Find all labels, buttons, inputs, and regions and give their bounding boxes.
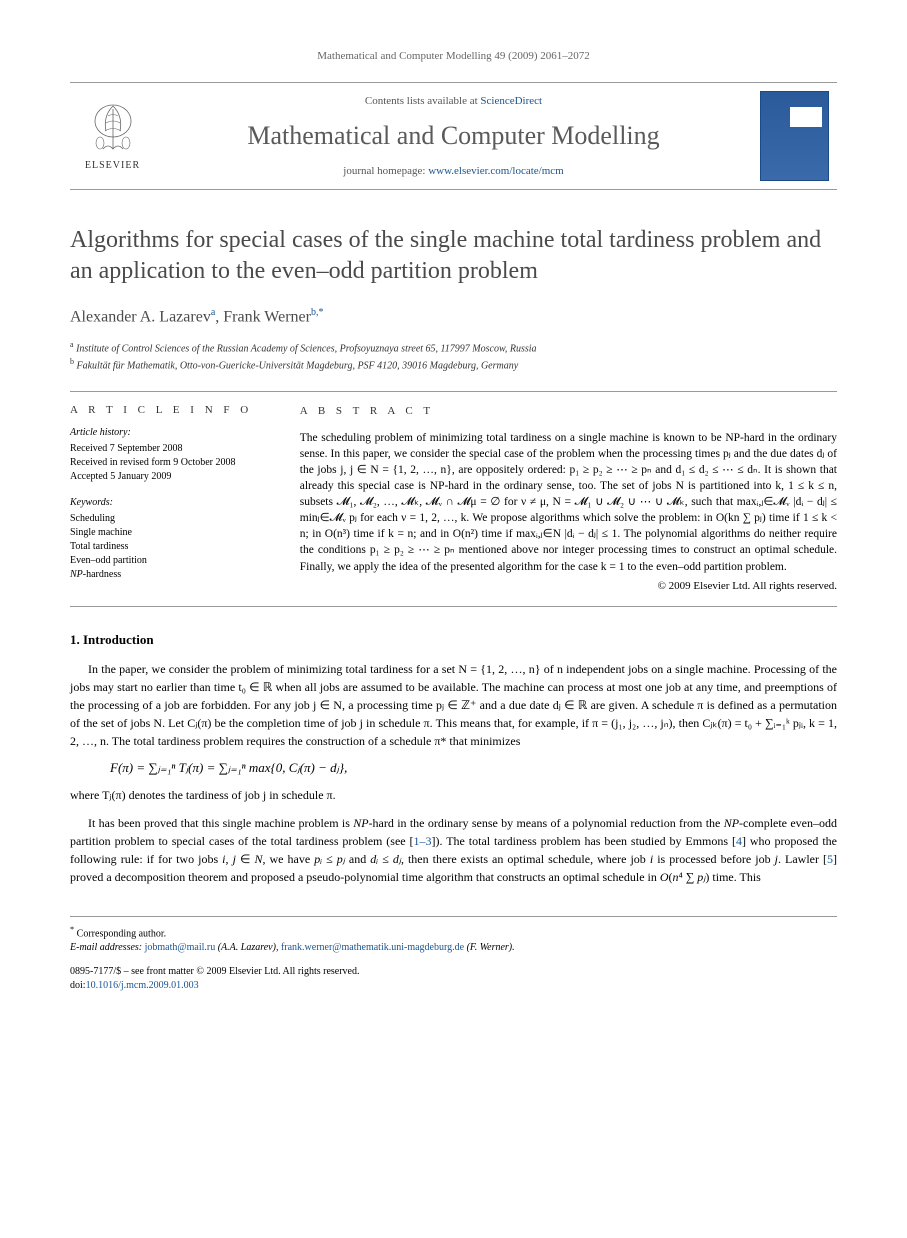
citation-link[interactable]: 4 — [736, 834, 742, 848]
footnote-separator: * Corresponding author. E-mail addresses… — [70, 916, 837, 952]
affiliation-list: a Institute of Control Sciences of the R… — [70, 339, 837, 374]
intro-para-2: where Tⱼ(π) denotes the tardiness of job… — [70, 786, 837, 804]
keyword-item: NP-hardness — [70, 568, 270, 582]
history-item: Accepted 5 January 2009 — [70, 470, 270, 484]
issn-copyright-line: 0895-7177/$ – see front matter © 2009 El… — [70, 965, 837, 979]
article-info-heading: A R T I C L E I N F O — [70, 404, 270, 416]
masthead-center: Contents lists available at ScienceDirec… — [155, 83, 752, 189]
history-subheading: Article history: — [70, 426, 270, 440]
sciencedirect-link[interactable]: ScienceDirect — [480, 95, 542, 107]
keyword-item: Single machine — [70, 526, 270, 540]
publisher-logo-block: ELSEVIER — [70, 83, 155, 189]
journal-masthead: ELSEVIER Contents lists available at Sci… — [70, 82, 837, 190]
contents-prefix: Contents lists available at — [365, 95, 480, 107]
cover-thumb-block — [752, 83, 837, 189]
page-footer: 0895-7177/$ – see front matter © 2009 El… — [70, 965, 837, 993]
homepage-prefix: journal homepage: — [343, 165, 428, 177]
abstract-text: The scheduling problem of minimizing tot… — [300, 430, 837, 575]
journal-title: Mathematical and Computer Modelling — [165, 121, 742, 151]
author-list: Alexander A. Lazareva, Frank Wernerb,* — [70, 307, 837, 326]
keyword-item: Scheduling — [70, 512, 270, 526]
article-history-block: Article history: Received 7 September 20… — [70, 426, 270, 484]
author-email-link[interactable]: frank.werner@mathematik.uni-magdeburg.de — [281, 942, 464, 953]
history-item: Received in revised form 9 October 2008 — [70, 456, 270, 470]
author-email-link[interactable]: jobmath@mail.ru — [145, 942, 216, 953]
affiliation: b Fakultät für Mathematik, Otto-von-Guer… — [70, 356, 837, 373]
history-item: Received 7 September 2008 — [70, 442, 270, 456]
keywords-block: Keywords: Scheduling Single machine Tota… — [70, 496, 270, 582]
abstract-column: A B S T R A C T The scheduling problem o… — [285, 392, 837, 606]
author-name: Frank Werner — [223, 309, 311, 326]
journal-homepage-link[interactable]: www.elsevier.com/locate/mcm — [428, 165, 564, 177]
author-name: Alexander A. Lazarev — [70, 309, 211, 326]
keywords-subheading: Keywords: — [70, 496, 270, 510]
contents-available-line: Contents lists available at ScienceDirec… — [165, 95, 742, 107]
citation-link[interactable]: 1–3 — [414, 834, 432, 848]
abstract-copyright: © 2009 Elsevier Ltd. All rights reserved… — [300, 579, 837, 594]
intro-para-1: In the paper, we consider the problem of… — [70, 660, 837, 750]
keyword-item: Even–odd partition — [70, 554, 270, 568]
section-heading-intro: 1. Introduction — [70, 632, 837, 648]
journal-homepage-line: journal homepage: www.elsevier.com/locat… — [165, 165, 742, 177]
article-title: Algorithms for special cases of the sing… — [70, 225, 837, 287]
intro-para-3: It has been proved that this single mach… — [70, 814, 837, 886]
keyword-item: Total tardiness — [70, 540, 270, 554]
citation-link[interactable]: 5 — [827, 852, 833, 866]
publisher-name: ELSEVIER — [85, 160, 140, 171]
info-abstract-row: A R T I C L E I N F O Article history: R… — [70, 391, 837, 607]
doi-link[interactable]: 10.1016/j.mcm.2009.01.003 — [86, 980, 199, 991]
corresponding-author-note: * Corresponding author. — [70, 925, 837, 939]
running-head: Mathematical and Computer Modelling 49 (… — [70, 50, 837, 62]
elsevier-tree-icon — [88, 101, 138, 156]
author-affil-marker[interactable]: b,* — [311, 307, 324, 318]
affiliation: a Institute of Control Sciences of the R… — [70, 339, 837, 356]
article-info-column: A R T I C L E I N F O Article history: R… — [70, 392, 285, 606]
doi-line: doi:10.1016/j.mcm.2009.01.003 — [70, 979, 837, 993]
abstract-heading: A B S T R A C T — [300, 404, 837, 419]
journal-cover-thumbnail — [760, 91, 829, 181]
email-addresses-line: E-mail addresses: jobmath@mail.ru (A.A. … — [70, 942, 837, 953]
author-affil-marker[interactable]: a — [211, 307, 215, 318]
tardiness-equation: F(π) = ∑ⱼ₌₁ⁿ Tⱼ(π) = ∑ⱼ₌₁ⁿ max{0, Cⱼ(π) … — [110, 760, 837, 776]
